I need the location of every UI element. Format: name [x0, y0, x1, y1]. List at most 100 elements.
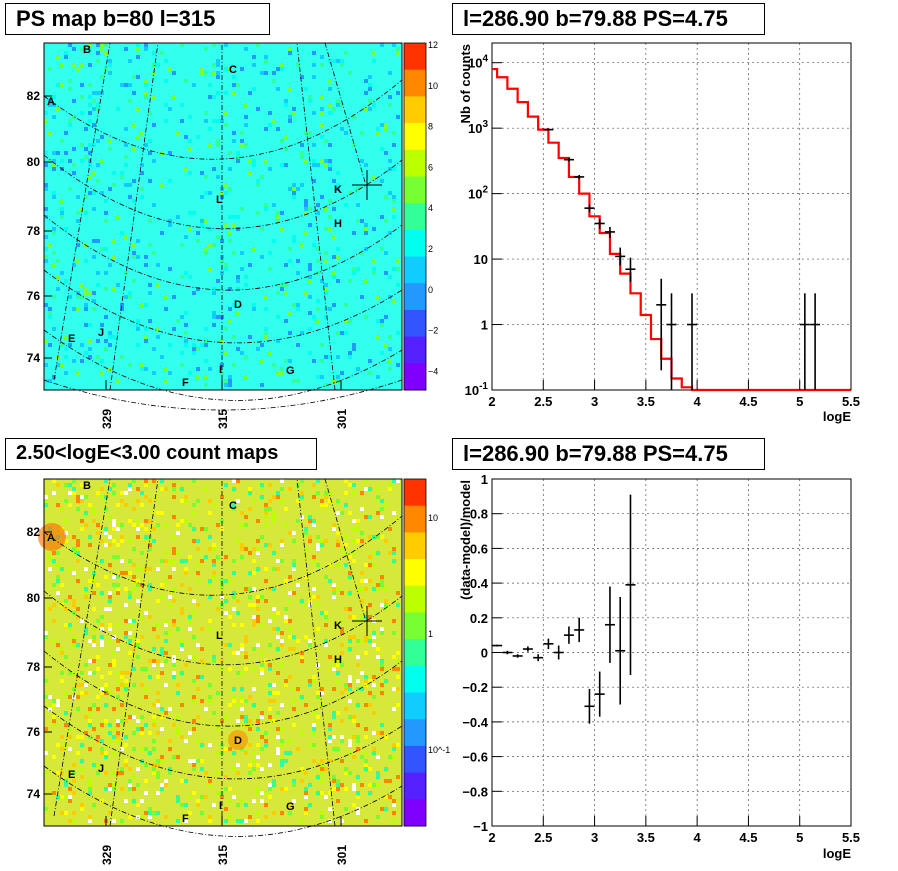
map-pixel [192, 759, 196, 763]
map-pixel [100, 43, 104, 47]
map-pixel [300, 479, 304, 483]
map-pixel [296, 639, 300, 643]
map-pixel [136, 323, 140, 327]
map-pixel [380, 351, 384, 355]
map-pixel [372, 227, 376, 231]
map-point-label: J [98, 763, 104, 775]
map-pixel [368, 75, 372, 79]
map-pixel [92, 727, 96, 731]
map-pixel [344, 551, 348, 555]
map-pixel [372, 711, 376, 715]
map-pixel [232, 503, 236, 507]
map-pixel [328, 819, 332, 823]
map-pixel [288, 47, 292, 51]
map-pixel [376, 127, 380, 131]
map-pixel [336, 663, 340, 667]
map-pixel [300, 495, 304, 499]
map-pixel [256, 791, 260, 795]
map-pixel [272, 551, 276, 555]
map-pixel [224, 599, 228, 603]
map-pixel [320, 123, 324, 127]
map-pixel [216, 143, 220, 147]
map-pixel [136, 47, 140, 51]
map-pixel [320, 63, 324, 67]
map-pixel [336, 787, 340, 791]
map-pixel [312, 759, 316, 763]
map-pixel [68, 795, 72, 799]
map-pixel [380, 691, 384, 695]
map-pixel [148, 615, 152, 619]
map-pixel [76, 707, 80, 711]
map-pixel [384, 151, 388, 155]
map-pixel [244, 699, 248, 703]
map-pixel [144, 367, 148, 371]
map-pixel [384, 779, 388, 783]
colorbar-swatch [404, 692, 426, 720]
map-pixel [148, 731, 152, 735]
map-pixel [92, 511, 96, 515]
map-pixel [104, 683, 108, 687]
map-pixel [228, 151, 232, 155]
map-pixel [172, 755, 176, 759]
map-pixel [44, 339, 48, 343]
map-pixel [280, 67, 284, 71]
map-pixel [100, 495, 104, 499]
map-pixel [104, 543, 108, 547]
map-pixel [388, 755, 392, 759]
map-pixel [144, 519, 148, 523]
map-pixel [140, 715, 144, 719]
map-pixel [64, 599, 68, 603]
map-pixel [56, 83, 60, 87]
map-pixel [248, 491, 252, 495]
map-pixel [60, 215, 64, 219]
map-pixel [212, 575, 216, 579]
map-pixel [104, 691, 108, 695]
map-pixel [236, 151, 240, 155]
map-pixel [80, 483, 84, 487]
map-pixel [172, 723, 176, 727]
map-pixel [100, 559, 104, 563]
map-pixel [296, 187, 300, 191]
map-pixel [168, 707, 172, 711]
map-pixel [176, 523, 180, 527]
map-pixel [316, 603, 320, 607]
map-pixel [348, 191, 352, 195]
map-pixel [260, 343, 264, 347]
map-pixel [248, 815, 252, 819]
map-pixel [364, 487, 368, 491]
map-pixel [272, 779, 276, 783]
map-pixel [312, 179, 316, 183]
map-pixel [328, 735, 332, 739]
map-pixel [360, 755, 364, 759]
map-pixel [96, 339, 100, 343]
map-pixel [128, 783, 132, 787]
map-pixel [204, 359, 208, 363]
map-pixel [352, 715, 356, 719]
map-point-label: K [334, 620, 342, 632]
map-pixel [256, 719, 260, 723]
map-pixel [80, 619, 84, 623]
map-pixel [216, 71, 220, 75]
map-pixel [240, 707, 244, 711]
map-pixel [284, 619, 288, 623]
map-pixel [324, 503, 328, 507]
map-pixel [216, 727, 220, 731]
map-pixel [236, 599, 240, 603]
map-pixel [388, 231, 392, 235]
map-pixel [68, 735, 72, 739]
map-pixel [72, 47, 76, 51]
map-pixel [244, 515, 248, 519]
colorbar-swatch [404, 745, 426, 774]
map-pixel [288, 811, 292, 815]
map-pixel [88, 339, 92, 343]
map-pixel [112, 287, 116, 291]
map-pixel [392, 803, 396, 807]
map-pixel [216, 523, 220, 527]
map-pixel [104, 271, 108, 275]
map-pixel [140, 667, 144, 671]
map-pixel [128, 787, 132, 791]
map-pixel [324, 283, 328, 287]
map-pixel [384, 795, 388, 799]
map-pixel [72, 643, 76, 647]
map-pixel [180, 351, 184, 355]
